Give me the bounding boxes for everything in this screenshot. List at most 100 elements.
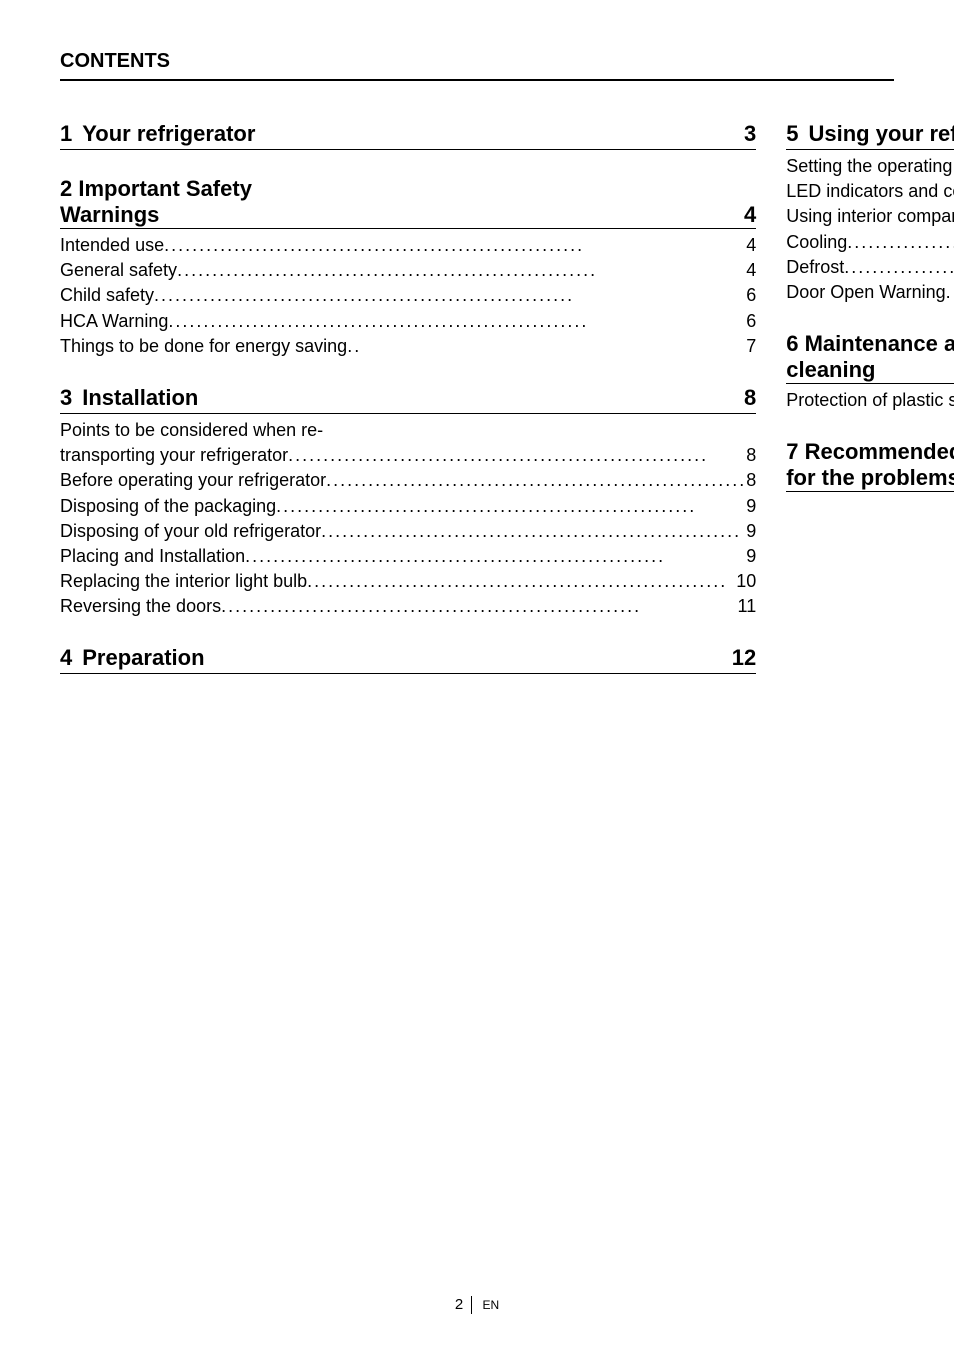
toc-entry[interactable]: Setting the operating temperature ......…	[786, 154, 954, 179]
footer-lang: EN	[483, 1298, 500, 1312]
toc-entry-page: 9	[746, 519, 756, 544]
toc-entry-text: Using interior compartments	[786, 204, 954, 229]
toc-entry[interactable]: Intended use ...........................…	[60, 233, 756, 258]
toc-entry[interactable]: Before operating your refrigerator .....…	[60, 468, 756, 493]
toc-entry[interactable]: Disposing of the packaging .............…	[60, 494, 756, 519]
toc-entry[interactable]: Using interior compartments ............…	[786, 204, 954, 229]
section-page: 3	[744, 121, 756, 147]
section-page: 12	[732, 645, 756, 671]
section-divider	[60, 149, 756, 150]
section-divider	[786, 491, 954, 492]
section-title: Preparation	[82, 645, 722, 671]
toc-entry-text: Intended use	[60, 233, 164, 258]
toc-entry-page: 9	[746, 494, 756, 519]
toc-entry[interactable]: Placing and Installation ...............…	[60, 544, 756, 569]
toc-section: 2 Important SafetyWarnings4Intended use …	[60, 176, 756, 359]
toc-entry-text: Child safety	[60, 283, 154, 308]
toc-entry-text: Setting the operating temperature	[786, 154, 954, 179]
toc-entry-text: Reversing the doors	[60, 594, 221, 619]
section-heading[interactable]: 5Using your refrigerator13	[786, 121, 954, 149]
section-divider	[60, 228, 756, 229]
header-title: CONTENTS	[60, 50, 894, 73]
toc-entry-page: 9	[746, 544, 756, 569]
toc-entry[interactable]: Defrost ................................…	[786, 255, 954, 280]
toc-entry-text: Protection of plastic surfaces	[786, 388, 954, 413]
header: CONTENTS	[60, 50, 894, 81]
section-heading[interactable]: 6 Maintenance andcleaning16	[786, 331, 954, 383]
toc-entry-page: 8	[746, 468, 756, 493]
header-divider	[60, 79, 894, 81]
toc-section: 6 Maintenance andcleaning16 Protection of…	[786, 331, 954, 413]
toc-entry[interactable]: Things to be done for energy saving..7	[60, 334, 756, 359]
footer-page: 2	[455, 1296, 463, 1313]
section-page: 8	[744, 385, 756, 411]
toc-leader: ........................................…	[168, 309, 746, 334]
section-title: Using your refrigerator	[808, 121, 954, 147]
toc-entry-text: Before operating your refrigerator	[60, 468, 326, 493]
section-divider	[786, 149, 954, 150]
toc-section: 1Your refrigerator3	[60, 121, 756, 150]
toc-leader: ........................................…	[154, 283, 746, 308]
toc-leader: ........................................…	[321, 519, 746, 544]
toc-leader: ........................................…	[847, 230, 954, 255]
section-heading[interactable]: 1Your refrigerator3	[60, 121, 756, 149]
toc-leader: ........................................…	[164, 233, 746, 258]
section-heading-line1: 7 Recommended solutions	[786, 439, 954, 465]
section-heading-line1: 2 Important Safety	[60, 176, 756, 202]
toc-leader: ........................................…	[276, 494, 746, 519]
toc-entry-text: General safety	[60, 258, 177, 283]
toc-entry[interactable]: Cooling ................................…	[786, 230, 954, 255]
toc-entry-page: 7	[746, 334, 756, 359]
toc-leader: ........................................…	[326, 468, 746, 493]
section-heading-line2: for the problems17	[786, 465, 954, 491]
section-heading-page: 4	[744, 202, 756, 228]
section-heading-line2: Warnings4	[60, 202, 756, 228]
section-title: Installation	[82, 385, 734, 411]
toc-leader: ........................................…	[221, 594, 737, 619]
toc-entry[interactable]: HCA Warning ............................…	[60, 309, 756, 334]
toc-entry-text: Replacing the interior light bulb	[60, 569, 307, 594]
section-divider	[60, 413, 756, 414]
toc-entry-page: 11	[738, 594, 757, 619]
section-heading-title: cleaning	[786, 357, 954, 383]
section-number: 5	[786, 121, 798, 147]
footer-divider	[471, 1296, 472, 1314]
toc-entry[interactable]: transporting your refrigerator .........…	[60, 443, 756, 468]
footer: 2 EN	[0, 1296, 954, 1314]
section-number: 1	[60, 121, 72, 147]
toc-section: 3Installation8Points to be considered wh…	[60, 385, 756, 620]
toc-entry[interactable]: Child safety ...........................…	[60, 283, 756, 308]
toc-leader: ..	[347, 334, 746, 359]
toc-entry-text: Placing and Installation	[60, 544, 245, 569]
toc-entry-text: Defrost	[786, 255, 844, 280]
content-columns: 1Your refrigerator3 2 Important SafetyWar…	[60, 121, 894, 700]
toc-entry-page: 4	[746, 258, 756, 283]
section-heading-title: Warnings	[60, 202, 744, 228]
toc-entry-page: 6	[746, 283, 756, 308]
section-divider	[786, 383, 954, 384]
toc-entry-page: 8	[746, 443, 756, 468]
toc-leader: ........................................…	[177, 258, 746, 283]
section-heading-line1: 6 Maintenance and	[786, 331, 954, 357]
toc-entry[interactable]: LED indicators and control panel .......…	[786, 179, 954, 204]
toc-entry[interactable]: Protection of plastic surfaces .........…	[786, 388, 954, 413]
section-heading[interactable]: 2 Important SafetyWarnings4	[60, 176, 756, 228]
section-heading[interactable]: 3Installation8	[60, 385, 756, 413]
toc-section: 4Preparation12	[60, 645, 756, 674]
toc-entry[interactable]: Disposing of your old refrigerator .....…	[60, 519, 756, 544]
right-column: 5Using your refrigerator13Setting the op…	[786, 121, 954, 700]
section-divider	[60, 673, 756, 674]
section-heading-line2: cleaning16	[786, 357, 954, 383]
toc-section: 7 Recommended solutionsfor the problems1…	[786, 439, 954, 492]
toc-entry[interactable]: Replacing the interior light bulb ......…	[60, 569, 756, 594]
toc-entry[interactable]: Reversing the doors ....................…	[60, 594, 756, 619]
section-heading[interactable]: 4Preparation12	[60, 645, 756, 673]
section-heading[interactable]: 7 Recommended solutionsfor the problems1…	[786, 439, 954, 491]
toc-leader: ........................................…	[288, 443, 746, 468]
toc-leader: ........................................…	[844, 255, 954, 280]
toc-entry[interactable]: General safety .........................…	[60, 258, 756, 283]
toc-entry[interactable]: Door Open Warning ......................…	[786, 280, 954, 305]
toc-section: 5Using your refrigerator13Setting the op…	[786, 121, 954, 305]
toc-entry-page: 6	[746, 309, 756, 334]
toc-leader: ........................................…	[307, 569, 736, 594]
